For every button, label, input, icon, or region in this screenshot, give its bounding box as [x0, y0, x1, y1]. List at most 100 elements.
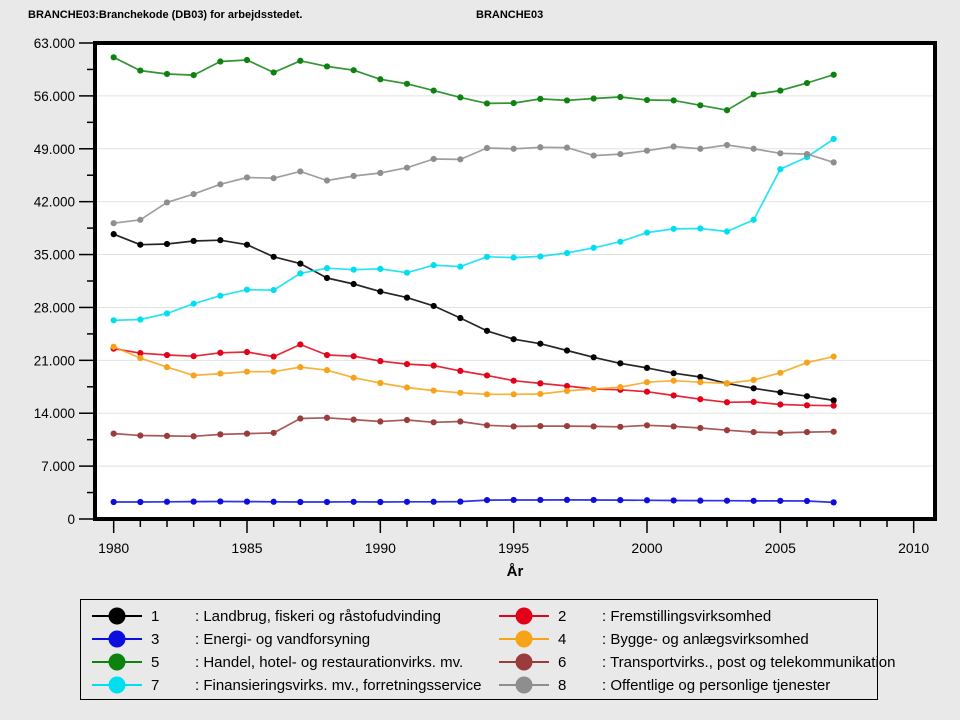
legend-item-5: 5: Handel, hotel- og restaurationvirks. …	[81, 651, 498, 674]
series-marker-4	[217, 370, 224, 377]
series-marker-2	[697, 396, 704, 403]
series-marker-2	[750, 398, 757, 405]
series-marker-7	[617, 238, 624, 245]
series-marker-1	[350, 280, 357, 288]
series-marker-8	[377, 169, 384, 177]
series-marker-8	[297, 168, 304, 175]
series-marker-4	[270, 368, 277, 375]
series-marker-5	[563, 97, 571, 104]
series-marker-2	[217, 349, 224, 356]
series-marker-1	[243, 241, 251, 248]
series-line-6	[113, 416, 834, 438]
series-marker-1	[803, 393, 811, 400]
series-marker-6	[670, 423, 677, 430]
series-marker-8	[350, 172, 357, 180]
series-marker-6	[697, 424, 704, 432]
series-marker-7	[137, 316, 144, 323]
legend-series-number: 2	[558, 607, 567, 625]
series-marker-6	[403, 416, 411, 424]
series-marker-5	[377, 76, 384, 83]
x-tick-label: 1990	[365, 540, 396, 556]
series-marker-7	[377, 265, 384, 273]
series-marker-4	[110, 343, 117, 350]
series-marker-7	[457, 263, 464, 270]
series-marker-4	[777, 369, 784, 376]
series-marker-1	[563, 347, 571, 354]
series-marker-1	[537, 340, 544, 347]
legend-box: 1: Landbrug, fiskeri og råstofudvinding 2…	[80, 599, 895, 700]
series-marker-5	[217, 58, 224, 65]
series-marker-8	[590, 152, 597, 159]
series-marker-3	[643, 497, 651, 504]
series-marker-6	[270, 429, 277, 436]
series-marker-2	[270, 353, 277, 360]
series-marker-5	[110, 54, 117, 61]
series-marker-2	[643, 388, 651, 395]
series-marker-1	[457, 314, 464, 322]
series-marker-2	[190, 353, 197, 360]
legend-series-label: : Energi- og vandforsyning	[195, 630, 371, 648]
legend-marker-icon	[499, 676, 549, 694]
series-marker-1	[217, 237, 224, 244]
series-marker-5	[163, 70, 171, 78]
series-marker-2	[323, 351, 331, 359]
x-tick-label: 2005	[765, 540, 796, 556]
series-marker-6	[217, 431, 224, 438]
series-marker-3	[297, 498, 304, 506]
series-marker-2	[803, 402, 811, 409]
chart-title-left: BRANCHE03:Branchekode (DB03) for arbejds…	[28, 9, 303, 21]
series-marker-1	[110, 231, 117, 238]
series-marker-7	[830, 135, 837, 143]
series-marker-6	[323, 414, 331, 421]
series-marker-8	[190, 191, 197, 198]
y-tick-label: 28.000	[34, 300, 75, 315]
series-marker-1	[377, 288, 384, 295]
series-marker-1	[830, 397, 837, 404]
y-tick-label: 35.000	[34, 248, 75, 263]
legend-series-label: : Transportvirks., post og telekommunika…	[602, 653, 896, 671]
series-marker-7	[643, 229, 651, 236]
series-marker-8	[510, 145, 517, 152]
series-marker-8	[323, 177, 331, 184]
series-marker-3	[190, 498, 197, 505]
series-marker-4	[403, 384, 411, 391]
series-marker-4	[563, 387, 571, 395]
series-marker-7	[217, 292, 224, 299]
series-marker-4	[830, 353, 837, 360]
x-tick-label: 1985	[231, 540, 262, 556]
series-marker-3	[830, 499, 837, 506]
series-marker-7	[483, 253, 491, 260]
series-marker-1	[163, 240, 171, 248]
legend-marker-icon	[92, 653, 142, 671]
series-marker-3	[323, 498, 331, 506]
series-marker-2	[403, 361, 411, 368]
series-marker-3	[243, 498, 251, 505]
series-line-1	[113, 233, 834, 402]
series-marker-8	[777, 150, 784, 157]
series-marker-7	[350, 266, 357, 273]
series-marker-4	[430, 387, 437, 394]
series-marker-3	[590, 496, 597, 504]
series-marker-1	[190, 237, 197, 245]
series-marker-5	[723, 107, 731, 114]
series-marker-8	[830, 159, 837, 166]
series-marker-6	[803, 429, 811, 436]
legend-series-label: : Bygge- og anlægsvirksomhed	[602, 630, 809, 648]
series-marker-8	[803, 150, 811, 158]
series-marker-1	[697, 373, 704, 381]
series-marker-7	[723, 228, 731, 235]
series-marker-8	[270, 175, 277, 182]
series-marker-5	[697, 102, 704, 109]
series-line-5	[113, 56, 834, 112]
series-marker-2	[670, 392, 677, 399]
series-marker-7	[190, 300, 197, 307]
legend-marker-icon	[92, 676, 142, 694]
legend-marker-icon	[499, 630, 549, 648]
series-marker-8	[163, 199, 171, 206]
series-marker-4	[163, 364, 171, 371]
series-marker-2	[510, 377, 517, 384]
series-marker-4	[377, 379, 384, 387]
series-line-7	[113, 138, 835, 322]
series-marker-8	[483, 144, 491, 152]
legend-series-label: : Landbrug, fiskeri og råstofudvinding	[195, 607, 441, 625]
